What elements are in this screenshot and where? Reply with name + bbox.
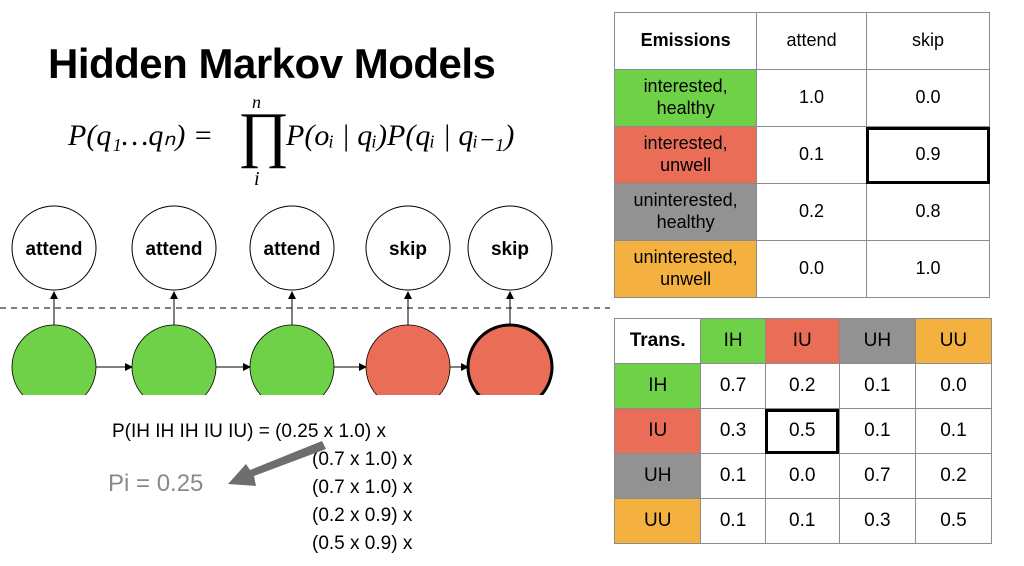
emissions-state-label: uninterested, healthy xyxy=(613,183,758,241)
transitions-from-label: IU xyxy=(613,408,702,454)
emissions-state-label: uninterested, unwell xyxy=(613,240,758,298)
transitions-row: UU 0.1 0.1 0.3 0.5 xyxy=(613,498,993,544)
transitions-from-label: UU xyxy=(613,498,702,544)
transitions-header-cell: IH xyxy=(700,318,766,364)
computation-line-2: (0.7 x 1.0) x xyxy=(312,449,413,470)
transitions-header-cell: UH xyxy=(838,318,916,364)
observation-node xyxy=(467,205,553,291)
transitions-value: 0.1 xyxy=(700,498,766,544)
emissions-value: 1.0 xyxy=(865,240,991,298)
observation-node xyxy=(11,205,97,291)
emissions-value: 0.0 xyxy=(865,69,991,127)
formula-rhs: P(oᵢ | qᵢ)P(qᵢ | qᵢ₋₁) xyxy=(286,119,515,152)
emissions-table: Emissions attend skip interested, healthy… xyxy=(613,12,991,298)
computation-line-5: (0.5 x 0.9) x xyxy=(312,533,413,554)
observation-label: skip xyxy=(389,239,427,260)
observation-label: attend xyxy=(264,239,321,260)
transitions-value: 0.7 xyxy=(700,363,766,409)
observation-node xyxy=(249,205,335,291)
computation-line-3: (0.7 x 1.0) x xyxy=(312,477,413,498)
transitions-value: 0.2 xyxy=(914,453,993,499)
emissions-header-row: Emissions attend skip xyxy=(613,12,991,70)
hmm-chain-diagram: attend attend attend skip skip xyxy=(0,205,610,395)
emissions-header-cell: skip xyxy=(865,12,991,70)
transitions-from-label: IH xyxy=(613,363,702,409)
initial-probability-label: Pi = 0.25 xyxy=(108,470,204,497)
emissions-header-cell: attend xyxy=(756,12,867,70)
emissions-state-label: interested, healthy xyxy=(613,69,758,127)
transitions-row: IU 0.3 0.5 0.1 0.1 xyxy=(613,408,993,454)
transitions-value: 0.3 xyxy=(700,408,766,454)
observation-node xyxy=(131,205,217,291)
transitions-table: Trans. IH IU UH UU IH 0.7 0.2 0.1 0.0 IU… xyxy=(613,318,993,544)
transitions-value: 0.2 xyxy=(764,363,840,409)
transitions-header-cell: UU xyxy=(914,318,993,364)
emissions-value: 1.0 xyxy=(756,69,867,127)
emissions-value: 0.1 xyxy=(756,126,867,184)
transitions-row: IH 0.7 0.2 0.1 0.0 xyxy=(613,363,993,409)
transitions-header-cell: IU xyxy=(764,318,840,364)
pi-arrow-shape xyxy=(228,441,326,486)
transitions-value: 0.7 xyxy=(838,453,916,499)
transitions-value: 0.1 xyxy=(838,363,916,409)
computation-line-1: P(IH IH IH IU IU) = (0.25 x 1.0) x xyxy=(112,421,386,442)
formula-lhs: P(q₁…qₙ) = xyxy=(68,119,214,152)
product-upper-bound: n xyxy=(252,92,261,112)
observation-label: attend xyxy=(26,239,83,260)
observation-label: attend xyxy=(146,239,203,260)
emissions-header-cell: Emissions xyxy=(613,12,758,70)
transitions-from-label: UH xyxy=(613,453,702,499)
transitions-value: 0.1 xyxy=(914,408,993,454)
state-node-highlighted xyxy=(466,323,554,395)
transitions-value: 0.1 xyxy=(838,408,916,454)
emissions-value: 0.8 xyxy=(865,183,991,241)
product-lower-bound: i xyxy=(254,168,260,190)
transitions-value: 0.0 xyxy=(914,363,993,409)
emissions-row: uninterested, unwell 0.0 1.0 xyxy=(613,240,991,298)
emissions-value: 0.2 xyxy=(756,183,867,241)
emissions-row: uninterested, healthy 0.2 0.8 xyxy=(613,183,991,241)
transitions-value: 0.3 xyxy=(838,498,916,544)
emissions-value: 0.0 xyxy=(756,240,867,298)
transitions-value: 0.1 xyxy=(700,453,766,499)
transitions-value: 0.5 xyxy=(914,498,993,544)
transitions-row: UH 0.1 0.0 0.7 0.2 xyxy=(613,453,993,499)
joint-probability-formula: P(q₁…qₙ) = n ∏ i P(oᵢ | qᵢ)P(qᵢ | qᵢ₋₁) xyxy=(64,92,534,196)
transitions-header-row: Trans. IH IU UH UU xyxy=(613,318,993,364)
observation-node xyxy=(365,205,451,291)
product-symbol: ∏ xyxy=(238,101,290,169)
emissions-value-highlighted: 0.9 xyxy=(865,126,991,184)
emissions-row: interested, healthy 1.0 0.0 xyxy=(613,69,991,127)
slide-title: Hidden Markov Models xyxy=(48,40,496,87)
emissions-state-label: interested, unwell xyxy=(613,126,758,184)
computation-line-4: (0.2 x 0.9) x xyxy=(312,505,413,526)
transitions-value-highlighted: 0.5 xyxy=(764,408,840,454)
transitions-value: 0.1 xyxy=(764,498,840,544)
transitions-header-cell: Trans. xyxy=(613,318,702,364)
emissions-row: interested, unwell 0.1 0.9 xyxy=(613,126,991,184)
transitions-value: 0.0 xyxy=(764,453,840,499)
observation-label: skip xyxy=(491,239,529,260)
